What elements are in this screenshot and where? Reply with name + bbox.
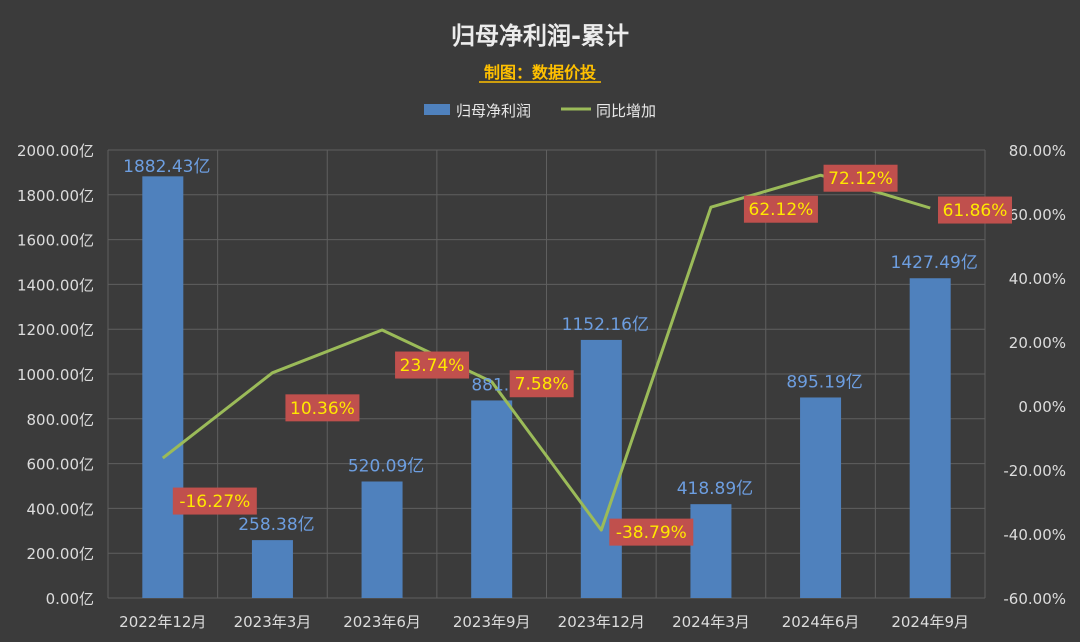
left-axis-ticks: 0.00亿 200.00亿 400.00亿 600.00亿 800.00亿 1000.00… <box>17 142 94 608</box>
line-series <box>161 173 931 532</box>
left-axis-tick-label: 200.00亿 <box>27 545 95 563</box>
left-axis-tick-label: 600.00亿 <box>27 456 95 474</box>
left-axis-tick-label: 800.00亿 <box>27 411 95 429</box>
right-axis-tick-label: 60.00% <box>1009 206 1066 224</box>
legend: 归母净利润 同比增加 <box>424 102 656 120</box>
bar-data-label: 418.89亿 <box>677 479 753 499</box>
x-axis-tick-label: 2024年9月 <box>891 613 969 631</box>
growth-line <box>161 173 931 532</box>
line-data-label-box <box>172 487 257 515</box>
bar-data-label: 1152.16亿 <box>562 315 649 335</box>
bar-series <box>142 176 951 598</box>
right-axis-tick-label: 80.00% <box>1009 142 1066 160</box>
bar <box>361 481 403 598</box>
line-data-label-box <box>285 394 360 422</box>
line-data-label: 61.86% <box>943 201 1008 221</box>
bar-data-label: 1882.43亿 <box>123 157 210 177</box>
bar <box>690 504 732 598</box>
line-data-label: 7.58% <box>515 375 569 395</box>
line-data-label-box <box>609 518 694 546</box>
line-data-label-box <box>743 195 818 223</box>
x-axis-tick-label: 2022年12月 <box>119 613 206 631</box>
right-axis-tick-label: 0.00% <box>1018 398 1066 416</box>
bar <box>471 400 513 598</box>
line-data-labels: -16.27% 10.36% 23.74% 7.58% -38.79% 62.12% 72.… <box>172 164 1012 546</box>
bar-data-label: 520.09亿 <box>348 456 424 476</box>
line-data-label: -38.79% <box>616 523 687 543</box>
left-axis-tick-label: 0.00亿 <box>46 590 94 608</box>
bar-data-label: 1427.49亿 <box>891 253 978 273</box>
bar <box>251 540 293 598</box>
line-data-label-box <box>938 196 1012 224</box>
line-data-label-box <box>395 351 470 379</box>
bar-data-label: 895.19亿 <box>786 372 862 392</box>
bar-data-label: 258.38亿 <box>238 515 314 535</box>
legend-bar-label: 归母净利润 <box>456 102 531 120</box>
right-axis-tick-label: -60.00% <box>1003 590 1066 608</box>
left-axis-tick-label: 2000.00亿 <box>17 142 94 160</box>
right-axis-tick-label: -40.00% <box>1003 526 1066 544</box>
x-axis-tick-label: 2023年3月 <box>234 613 312 631</box>
left-axis-tick-label: 1400.00亿 <box>17 276 94 294</box>
x-axis-tick-label: 2023年9月 <box>453 613 531 631</box>
right-axis-tick-label: -20.00% <box>1003 462 1066 480</box>
line-data-label-box <box>509 370 574 398</box>
left-axis-tick-label: 1200.00亿 <box>17 321 94 339</box>
right-axis-tick-label: 20.00% <box>1009 334 1066 352</box>
bar <box>800 397 842 598</box>
right-axis-tick-label: 40.00% <box>1009 270 1066 288</box>
line-data-label: 23.74% <box>400 356 465 376</box>
x-axis-ticks: 2022年12月 2023年3月 2023年6月 2023年9月 2023年12月 202… <box>119 613 969 631</box>
line-data-label: 72.12% <box>828 169 893 189</box>
right-axis-ticks: -60.00% -40.00% -20.00% 0.00% 20.00% 40.00% 60… <box>1003 142 1066 608</box>
line-data-label: 62.12% <box>749 200 814 220</box>
x-axis-tick-label: 2023年12月 <box>558 613 645 631</box>
line-data-label: -16.27% <box>179 492 250 512</box>
line-data-label: 10.36% <box>290 399 355 419</box>
line-data-label-box <box>823 164 898 192</box>
legend-line-label: 同比增加 <box>596 102 656 120</box>
left-axis-tick-label: 1000.00亿 <box>17 366 94 384</box>
bar-data-labels: 1882.43亿 258.38亿 520.09亿 881.9 1152.16亿 418.8… <box>123 157 978 535</box>
x-axis-tick-label: 2024年3月 <box>672 613 750 631</box>
legend-bar-swatch <box>424 104 450 115</box>
chart-title: 归母净利润-累计 <box>451 22 629 50</box>
bar <box>142 176 184 598</box>
bar <box>580 339 622 598</box>
x-axis-tick-label: 2023年6月 <box>343 613 421 631</box>
left-axis-tick-label: 1600.00亿 <box>17 232 94 250</box>
chart-subtitle: 制图：数据价投 <box>484 63 596 82</box>
left-axis-tick-label: 400.00亿 <box>27 500 95 518</box>
left-axis-tick-label: 1800.00亿 <box>17 187 94 205</box>
bar <box>909 278 951 598</box>
bar-data-label: 881.9 <box>471 375 520 395</box>
x-axis-tick-label: 2024年6月 <box>782 613 860 631</box>
